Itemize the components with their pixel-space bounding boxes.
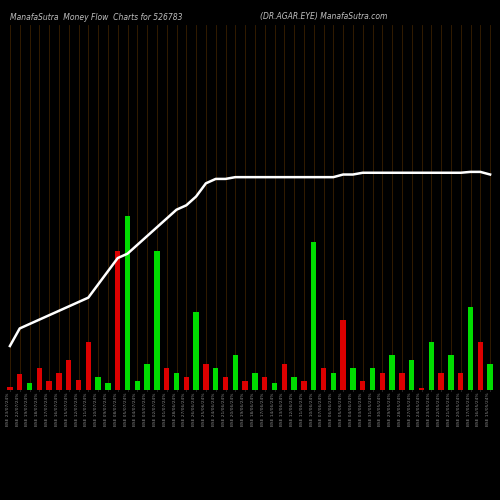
Bar — [56, 372, 62, 390]
Bar — [272, 383, 277, 390]
Bar — [330, 372, 336, 390]
Bar — [66, 360, 71, 390]
Bar — [184, 377, 189, 390]
Bar — [213, 368, 218, 390]
Bar — [134, 382, 140, 390]
Bar — [125, 216, 130, 390]
Bar — [438, 372, 444, 390]
Bar — [242, 382, 248, 390]
Bar — [311, 242, 316, 390]
Bar — [174, 372, 179, 390]
Bar — [419, 388, 424, 390]
Bar — [252, 372, 258, 390]
Bar — [86, 342, 91, 390]
Bar — [154, 251, 160, 390]
Text: ManafaSutra  Money Flow  Charts for 526783: ManafaSutra Money Flow Charts for 526783 — [10, 12, 182, 22]
Bar — [262, 377, 268, 390]
Bar — [468, 308, 473, 390]
Bar — [36, 368, 42, 390]
Bar — [488, 364, 493, 390]
Bar — [301, 382, 306, 390]
Bar — [390, 355, 395, 390]
Bar — [115, 251, 120, 390]
Bar — [223, 377, 228, 390]
Bar — [7, 388, 12, 390]
Bar — [232, 355, 238, 390]
Bar — [448, 355, 454, 390]
Text: (DR.AGAR.EYE) ManafaSutra.com: (DR.AGAR.EYE) ManafaSutra.com — [260, 12, 388, 22]
Bar — [17, 374, 22, 390]
Bar — [27, 383, 32, 390]
Bar — [458, 372, 464, 390]
Bar — [282, 364, 287, 390]
Bar — [399, 372, 404, 390]
Bar — [203, 364, 208, 390]
Bar — [76, 380, 81, 390]
Bar — [194, 312, 199, 390]
Bar — [340, 320, 346, 390]
Bar — [409, 360, 414, 390]
Bar — [144, 364, 150, 390]
Bar — [380, 372, 385, 390]
Bar — [164, 368, 170, 390]
Bar — [350, 368, 356, 390]
Bar — [96, 377, 101, 390]
Bar — [292, 377, 297, 390]
Bar — [360, 382, 366, 390]
Bar — [321, 368, 326, 390]
Bar — [478, 342, 483, 390]
Bar — [370, 368, 375, 390]
Bar — [46, 382, 52, 390]
Bar — [105, 383, 110, 390]
Bar — [428, 342, 434, 390]
